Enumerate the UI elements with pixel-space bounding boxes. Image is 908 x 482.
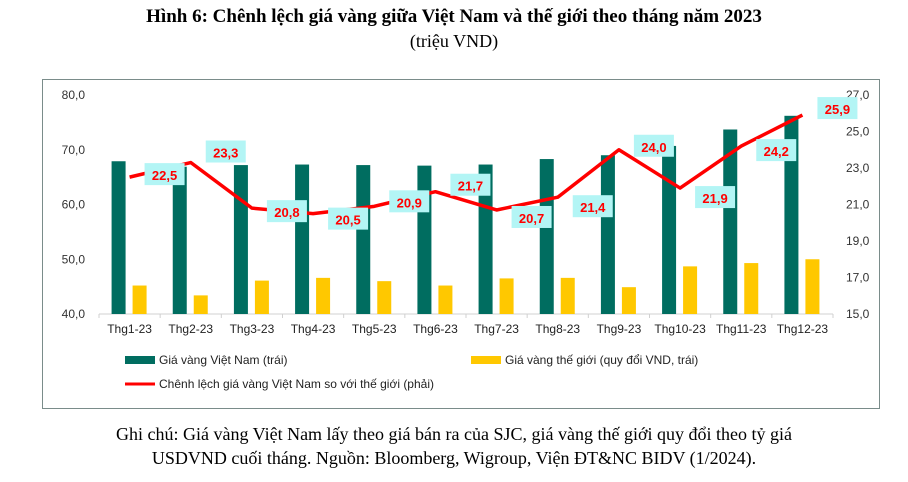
bar-vietnam	[172, 166, 187, 314]
legend-swatch-world	[471, 356, 501, 364]
data-label-box	[572, 195, 613, 218]
bar-world	[132, 285, 147, 314]
y-right-tick-label: 19,0	[846, 234, 870, 248]
data-label-box	[450, 173, 491, 196]
x-tick-label: Thg9-23	[597, 322, 642, 336]
data-label: 21,7	[458, 179, 483, 194]
data-label: 20,7	[519, 211, 544, 226]
bar-world	[254, 280, 269, 314]
legend-label-world: Giá vàng thế giới (quy đổi VND, trái)	[505, 353, 698, 367]
data-label: 25,9	[825, 102, 850, 117]
bar-vietnam	[478, 164, 493, 314]
data-label-box	[695, 186, 736, 209]
bar-vietnam	[356, 165, 371, 314]
data-label: 20,8	[274, 205, 299, 220]
line-difference	[129, 113, 804, 216]
legend-label-difference: Chênh lệch giá vàng Việt Nam so với thế …	[159, 377, 434, 391]
data-label: 20,5	[335, 213, 360, 228]
y-left-tick-label: 70,0	[62, 143, 86, 157]
data-label: 24,0	[641, 140, 666, 155]
y-left-tick-label: 50,0	[62, 252, 86, 266]
data-label: 21,9	[702, 191, 727, 206]
note-line-1: Ghi chú: Giá vàng Việt Nam lấy theo giá …	[116, 424, 792, 444]
legend-swatch-vietnam	[125, 356, 155, 364]
y-left-tick-label: 60,0	[62, 198, 86, 212]
y-right-tick-label: 25,0	[846, 125, 870, 139]
x-tick-label: Thg4-23	[291, 322, 336, 336]
bar-vietnam	[295, 164, 310, 314]
y-right-tick-label: 17,0	[846, 271, 870, 285]
data-label-box	[756, 139, 797, 162]
data-label: 21,4	[580, 200, 606, 215]
data-label: 20,9	[397, 195, 422, 210]
x-tick-label: Thg6-23	[413, 322, 458, 336]
bar-vietnam	[111, 161, 126, 314]
y-right-tick-label: 23,0	[846, 161, 870, 175]
x-tick-label: Thg12-23	[777, 322, 829, 336]
y-left-tick-label: 80,0	[62, 88, 86, 102]
y-left-tick-label: 40,0	[62, 307, 86, 321]
x-tick-label: Thg1-23	[107, 322, 152, 336]
bar-world	[744, 263, 759, 314]
data-label: 23,3	[213, 146, 238, 161]
data-label-box	[817, 97, 858, 120]
data-label-box	[328, 207, 369, 230]
chart-svg: 40,0 50,0 60,0 70,0 80,0 15,0 17,0 19,0 21,0 23,0…	[62, 88, 870, 391]
x-tick-label: Thg10-23	[654, 322, 706, 336]
x-tick-label: Thg2-23	[168, 322, 213, 336]
bar-world	[560, 277, 575, 314]
data-label-box	[144, 163, 185, 186]
bar-world	[683, 266, 698, 314]
bar-vietnam	[417, 165, 432, 314]
bar-world	[377, 281, 392, 314]
bar-vietnam	[784, 115, 799, 315]
y-right-tick-label: 21,0	[846, 198, 870, 212]
bar-world	[499, 278, 514, 314]
data-label-box	[266, 200, 307, 223]
figure-title: Hình 6: Chênh lệch giá vàng giữa Việt Na…	[146, 6, 762, 27]
data-label-box	[389, 190, 430, 213]
bar-vietnam	[233, 165, 248, 314]
data-label-box	[633, 134, 674, 157]
bar-world	[193, 295, 208, 314]
x-tick-label: Thg3-23	[230, 322, 275, 336]
y-right-tick-label: 15,0	[846, 307, 870, 321]
data-label: 24,2	[764, 144, 789, 159]
bar-vietnam	[539, 159, 554, 314]
bar-world	[621, 287, 636, 314]
bar-world	[805, 259, 820, 314]
data-label-box	[511, 205, 552, 228]
bar-vietnam	[662, 145, 677, 314]
x-tick-label: Thg11-23	[716, 322, 767, 336]
figure-subtitle: (triệu VND)	[409, 31, 499, 51]
bar-vietnam	[600, 155, 615, 314]
data-label-box	[205, 140, 246, 163]
x-tick-label: Thg5-23	[352, 322, 397, 336]
bar-vietnam	[723, 129, 738, 314]
chart-area: 40,0 50,0 60,0 70,0 80,0 15,0 17,0 19,0 21,0 23,0…	[42, 79, 880, 409]
note-line-2: USDVND cuối tháng. Nguồn: Bloomberg, Wig…	[151, 448, 757, 468]
bar-world	[316, 277, 331, 314]
legend-label-vietnam: Giá vàng Việt Nam (trái)	[159, 353, 288, 367]
x-tick-label: Thg7-23	[474, 322, 519, 336]
x-tick-label: Thg8-23	[535, 322, 580, 336]
data-label: 22,5	[152, 168, 177, 183]
bar-world	[438, 285, 453, 314]
